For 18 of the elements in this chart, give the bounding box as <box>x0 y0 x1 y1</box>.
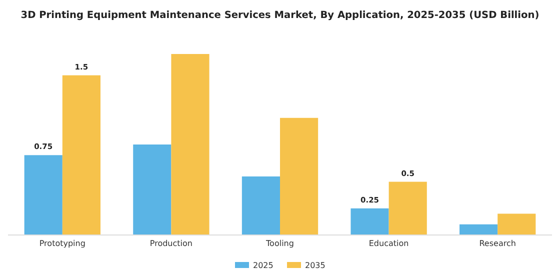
x-tick-label: Education <box>368 239 409 248</box>
bar <box>498 214 536 235</box>
bar <box>171 54 210 235</box>
x-tick-label: Research <box>479 239 516 248</box>
x-tick-label: Production <box>150 239 192 248</box>
x-tick-label: Tooling <box>265 239 294 248</box>
bar <box>280 118 318 235</box>
legend-label: 2025 <box>253 261 274 270</box>
bar <box>388 182 427 235</box>
bar <box>242 176 280 235</box>
legend-label: 2035 <box>305 261 326 270</box>
bar <box>133 144 172 235</box>
bar <box>62 75 100 235</box>
bar <box>350 208 389 235</box>
bar <box>24 155 62 235</box>
bar <box>460 224 498 235</box>
x-tick-label: Prototyping <box>39 239 86 248</box>
chart-title: 3D Printing Equipment Maintenance Services Market, By Application, 2025-2035 (USD Billion) <box>20 10 540 21</box>
